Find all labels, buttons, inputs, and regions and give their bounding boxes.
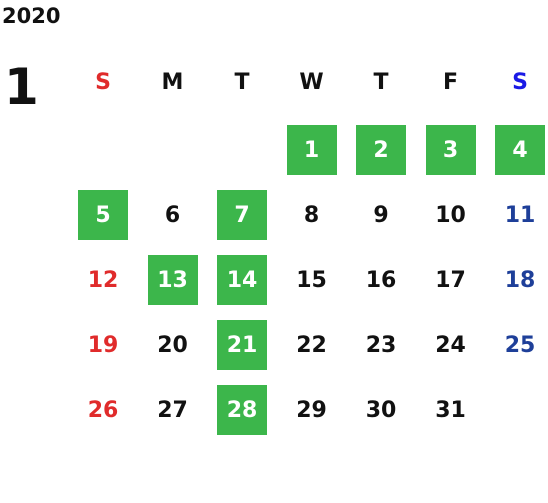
month: 1	[4, 58, 39, 116]
day-cell: 19	[87, 332, 119, 358]
weekday-label: S	[95, 69, 111, 95]
day-cell: 22	[296, 332, 327, 358]
day-cell: 18	[504, 267, 536, 293]
day-cell: 4	[495, 125, 545, 175]
day-cell: 8	[303, 202, 320, 228]
day-cell: 31	[435, 397, 466, 423]
day-cell: 29	[296, 397, 327, 423]
day-cell: 23	[365, 332, 397, 358]
weekday-label: T	[373, 69, 389, 95]
day-cell: 14	[217, 255, 267, 305]
day-cell: 24	[435, 332, 466, 358]
day-cell: 15	[296, 267, 327, 293]
day-cell: 2	[356, 125, 406, 175]
day-cell: 13	[147, 255, 198, 305]
day-cell: 26	[87, 397, 119, 423]
day-cell: 25	[504, 332, 536, 358]
weekday-label: S	[512, 69, 528, 95]
weekday-label: F	[442, 69, 459, 95]
day-cell: 10	[435, 202, 466, 228]
year: 2020	[2, 4, 61, 28]
weekday-label: T	[234, 69, 250, 95]
day-cell: 1	[286, 125, 337, 175]
day-cell: 20	[157, 332, 188, 358]
weekday-label: M	[161, 69, 184, 95]
day-cell: 7	[217, 190, 267, 240]
weekday-label: W	[299, 69, 324, 95]
day-cell: 9	[373, 202, 389, 228]
day-cell: 28	[217, 385, 267, 435]
day-cell: 5	[78, 190, 128, 240]
day-cell: 27	[157, 397, 188, 423]
day-cell: 3	[425, 125, 476, 175]
day-cell: 17	[435, 267, 466, 293]
day-cell: 11	[504, 202, 536, 228]
day-cell: 30	[365, 397, 397, 423]
day-cell: 12	[87, 267, 119, 293]
day-cell: 16	[365, 267, 397, 293]
day-cell: 21	[217, 320, 267, 370]
day-cell: 6	[164, 202, 181, 228]
